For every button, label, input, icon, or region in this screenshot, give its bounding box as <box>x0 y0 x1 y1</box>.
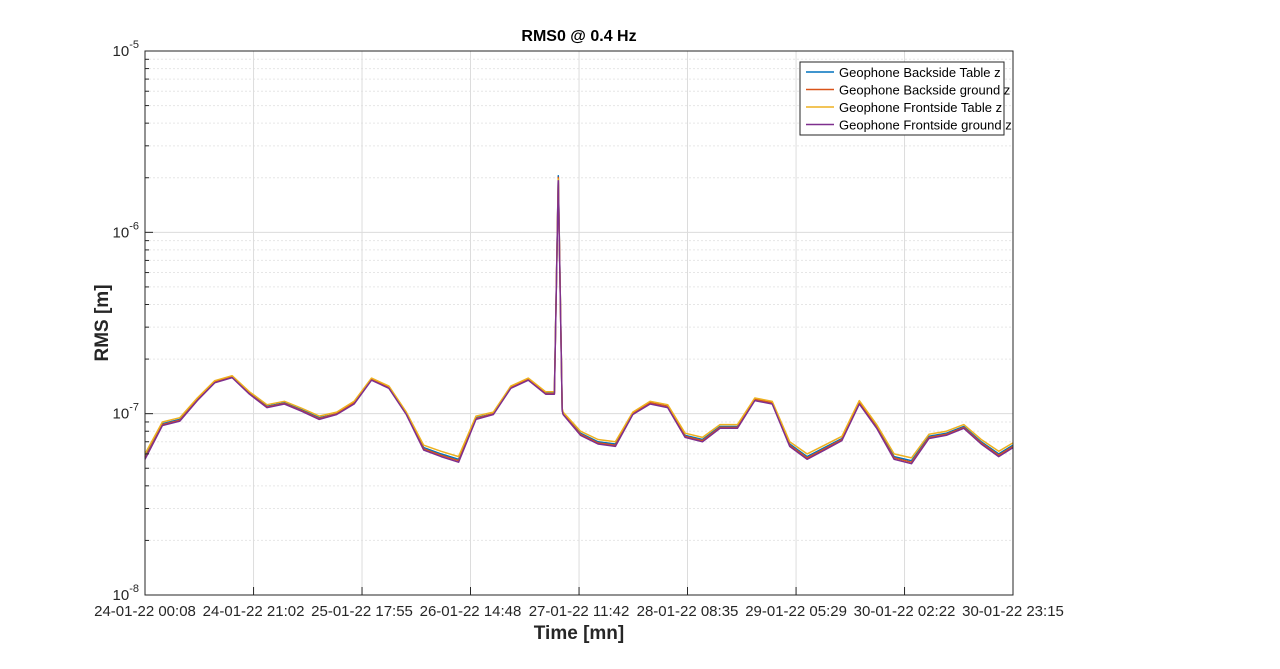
x-tick-label: 24-01-22 00:08 <box>94 603 196 620</box>
chart-title: RMS0 @ 0.4 Hz <box>521 28 636 45</box>
legend-label: Geophone Backside ground z <box>839 83 1010 98</box>
x-axis-title: Time [mn] <box>534 623 624 644</box>
series-line <box>144 179 1014 465</box>
x-tick-label: 29-01-22 05:29 <box>745 603 847 620</box>
legend-label: Geophone Frontside ground z <box>839 118 1012 133</box>
y-tick-exponent: -6 <box>129 220 139 232</box>
legend: Geophone Backside Table z Geophone Backsi… <box>799 61 1012 136</box>
x-tick-label: 24-01-22 21:02 <box>203 603 305 620</box>
legend-label: Geophone Backside Table z <box>839 65 1001 80</box>
x-tick-label: 25-01-22 17:55 <box>311 603 413 620</box>
y-tick-exponent: -5 <box>129 39 139 51</box>
axis-ticks: 10-810-710-610-524-01-22 00:08 24-01-22 2… <box>94 39 1064 620</box>
x-tick-label: 30-01-22 02:22 <box>854 603 956 620</box>
legend-label: Geophone Frontside Table z <box>839 100 1002 115</box>
y-tick-exponent: -7 <box>129 402 139 414</box>
y-tick-exponent: -8 <box>129 583 139 595</box>
x-tick-label: 28-01-22 08:35 <box>637 603 739 620</box>
series-lines <box>144 175 1014 465</box>
x-tick-label: 27-01-22 11:42 <box>529 603 630 620</box>
y-axis-title: RMS [m] <box>92 284 113 361</box>
x-tick-label: 30-01-22 23:15 <box>962 603 1064 620</box>
x-tick-label: 26-01-22 14:48 <box>420 603 522 620</box>
legend-box <box>799 61 1005 136</box>
